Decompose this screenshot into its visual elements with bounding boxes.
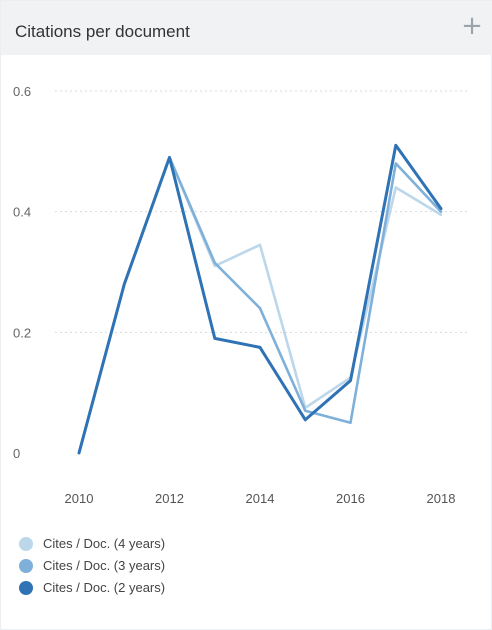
y-tick-label: 0.6 — [13, 84, 31, 99]
x-tick-label: 2016 — [336, 491, 365, 506]
series-line-2 — [77, 156, 443, 455]
x-tick-label: 2018 — [427, 491, 456, 506]
widget-header: Citations per document + — [1, 1, 492, 55]
legend-dot-icon — [19, 537, 33, 551]
add-icon[interactable]: + — [461, 11, 483, 41]
series-line-1 — [77, 156, 443, 455]
legend-label: Cites / Doc. (3 years) — [43, 558, 166, 573]
y-tick-label: 0 — [13, 446, 20, 461]
series-line-3 — [77, 143, 443, 455]
y-tick-label: 0.2 — [13, 325, 31, 340]
y-tick-label: 0.4 — [13, 205, 31, 220]
x-tick-label: 2010 — [65, 491, 94, 506]
legend-dot-icon — [19, 581, 33, 595]
legend-dot-icon — [19, 559, 33, 573]
legend-label: Cites / Doc. (2 years) — [43, 580, 166, 595]
legend-label: Cites / Doc. (4 years) — [43, 536, 166, 551]
x-tick-label: 2012 — [155, 491, 184, 506]
x-tick-label: 2014 — [246, 491, 275, 506]
widget-title: Citations per document — [15, 22, 190, 41]
citations-chart: 0 0.2 0.4 0.6 2010 2012 2014 2016 2018 — [13, 84, 467, 506]
